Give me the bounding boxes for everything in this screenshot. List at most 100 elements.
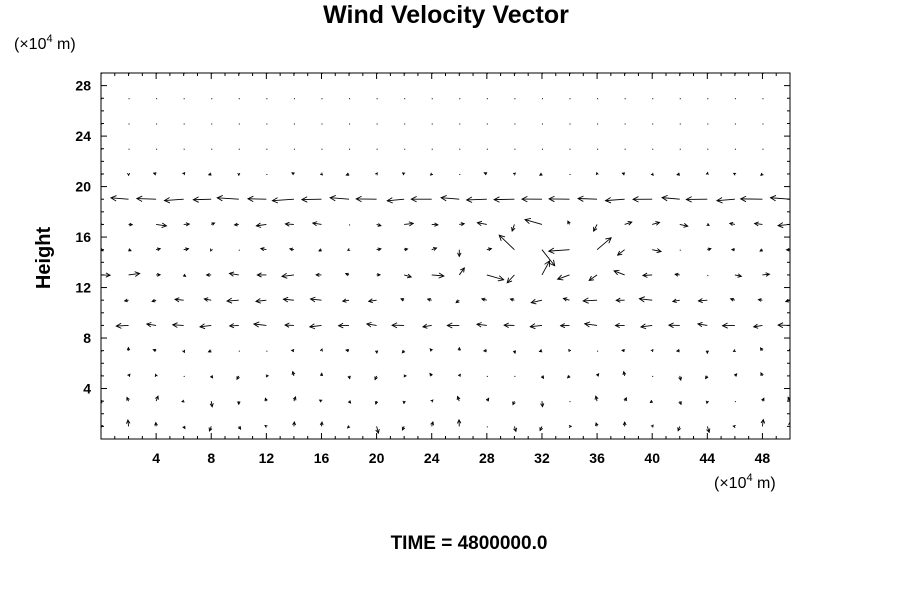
- x-tick-label: 12: [259, 450, 275, 466]
- wind-vector: [541, 148, 543, 150]
- wind-vector: [541, 98, 543, 100]
- wind-vector: [624, 123, 626, 125]
- wind-vector: [752, 323, 763, 329]
- wind-vector: [622, 421, 627, 427]
- wind-vector: [569, 148, 571, 150]
- wind-vector: [344, 272, 350, 277]
- wind-vector: [374, 350, 379, 354]
- wind-vector: [203, 297, 212, 302]
- wind-vector: [349, 98, 351, 100]
- wind-vector: [652, 248, 663, 254]
- wind-vector: [128, 98, 130, 100]
- wind-vector: [252, 321, 267, 328]
- wind-vector: [205, 273, 212, 277]
- wind-vector: [705, 400, 709, 405]
- wind-vector: [569, 98, 571, 100]
- wind-vector: [402, 400, 406, 405]
- wind-vector: [678, 400, 682, 406]
- wind-vector: [152, 348, 157, 353]
- wind-vector: [365, 321, 377, 328]
- wind-vector: [486, 426, 488, 428]
- wind-vector: [101, 199, 102, 200]
- wind-vector: [290, 349, 295, 353]
- wind-vector: [457, 373, 461, 377]
- wind-vector: [512, 350, 517, 355]
- wind-vector: [559, 323, 570, 329]
- wind-vector: [238, 350, 240, 352]
- wind-vector: [486, 274, 505, 282]
- wind-vector: [785, 247, 790, 252]
- wind-vector: [541, 123, 543, 125]
- wind-vector: [216, 195, 239, 202]
- wind-vector: [624, 98, 626, 100]
- wind-vector: [321, 148, 323, 150]
- wind-vector: [538, 172, 543, 176]
- wind-vector: [386, 197, 405, 204]
- wind-vector: [226, 297, 239, 304]
- wind-vector: [556, 274, 570, 281]
- wind-vector: [321, 73, 323, 74]
- wind-vector: [376, 123, 378, 125]
- wind-vector: [762, 73, 764, 74]
- wind-vector: [521, 196, 542, 203]
- wind-vector: [123, 298, 129, 303]
- wind-vector: [211, 222, 216, 226]
- wind-vector: [562, 297, 570, 302]
- wind-vector: [211, 98, 213, 100]
- wind-vector: [513, 426, 517, 433]
- wind-vector: [577, 195, 598, 202]
- wind-vector: [613, 269, 625, 276]
- wind-vector: [128, 123, 130, 125]
- wind-vector: [127, 172, 131, 177]
- x-tick-label: 20: [369, 450, 385, 466]
- wind-vector: [182, 273, 187, 278]
- wind-vector: [730, 247, 735, 252]
- wind-vector: [210, 248, 213, 252]
- wind-vector: [156, 273, 162, 277]
- wind-vector: [238, 148, 240, 150]
- wind-vector: [349, 73, 351, 74]
- wind-vector: [345, 172, 350, 176]
- x-tick-label: 8: [207, 450, 215, 466]
- wind-vector: [209, 375, 214, 379]
- wind-vector: [311, 221, 322, 227]
- wind-vector: [404, 148, 406, 150]
- wind-vector: [739, 195, 763, 203]
- wind-vector: [569, 173, 571, 175]
- wind-vector: [707, 148, 709, 150]
- wind-vector: [514, 375, 516, 377]
- wind-vector: [115, 322, 129, 329]
- wind-vector: [211, 148, 213, 150]
- wind-vector: [266, 173, 268, 175]
- wind-vector: [616, 249, 625, 256]
- wind-vector: [391, 322, 405, 329]
- wind-vector: [156, 222, 168, 229]
- wind-vector: [281, 272, 294, 279]
- wind-vector: [308, 323, 322, 330]
- wind-vector: [431, 123, 433, 125]
- wind-vector: [266, 350, 268, 352]
- wind-vector: [337, 322, 350, 329]
- wind-vector: [182, 425, 186, 430]
- wind-vector: [777, 222, 790, 229]
- wind-vector: [455, 299, 460, 304]
- wind-vector: [705, 375, 709, 380]
- wind-vector: [761, 397, 765, 402]
- wind-vector: [101, 98, 102, 100]
- wind-vector: [597, 123, 599, 125]
- vector-field: [101, 73, 790, 435]
- wind-vector: [621, 348, 625, 353]
- wind-vector: [678, 375, 682, 382]
- wind-vector: [707, 73, 709, 74]
- wind-vector: [288, 247, 295, 252]
- wind-vector: [401, 172, 406, 176]
- wind-vector: [511, 224, 516, 232]
- wind-vector: [293, 123, 295, 125]
- wind-vector: [429, 372, 433, 377]
- wind-vector: [429, 172, 434, 176]
- wind-vector: [403, 374, 407, 378]
- wind-vector: [679, 123, 681, 125]
- wind-vector: [182, 349, 186, 354]
- wind-vector: [649, 399, 654, 404]
